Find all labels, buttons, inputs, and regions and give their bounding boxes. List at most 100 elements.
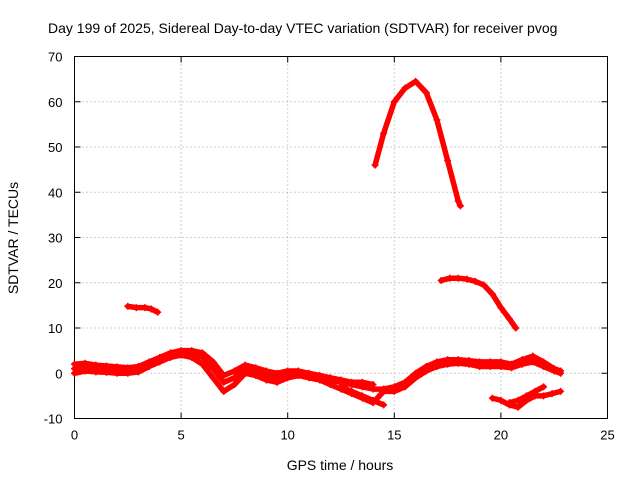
data-point — [124, 302, 132, 310]
data-point — [134, 362, 142, 370]
data-point — [463, 275, 471, 283]
data-point — [390, 98, 398, 106]
data-point — [188, 353, 196, 361]
data-point — [522, 392, 530, 400]
series-mid-arc — [437, 274, 520, 332]
x-tick-label: 20 — [494, 428, 508, 443]
data-point — [209, 358, 217, 366]
chart-title: Day 199 of 2025, Sidereal Day-to-day VTE… — [48, 20, 557, 36]
x-tick-label: 10 — [280, 428, 294, 443]
x-tick-label: 5 — [177, 428, 184, 443]
data-point — [505, 315, 513, 323]
data-point — [380, 401, 388, 409]
data-point — [147, 305, 155, 313]
data-point — [102, 368, 110, 376]
data-point — [380, 387, 388, 395]
data-point — [412, 374, 420, 382]
data-point — [220, 387, 228, 395]
series-small-segment — [124, 302, 162, 316]
data-point — [188, 347, 196, 355]
data-point — [446, 274, 454, 282]
data-point — [145, 358, 153, 366]
data-point — [262, 376, 270, 384]
data-point — [230, 381, 238, 389]
data-point — [454, 197, 462, 205]
data-point — [512, 324, 520, 332]
data-point — [471, 277, 479, 285]
data-point — [497, 396, 505, 404]
data-point — [444, 157, 452, 165]
data-point — [422, 367, 430, 375]
data-point — [412, 77, 420, 85]
data-point — [514, 403, 522, 411]
data-point — [488, 394, 496, 402]
series-line — [372, 78, 464, 209]
data-point — [284, 374, 292, 382]
data-point — [480, 281, 488, 289]
data-point — [369, 381, 377, 389]
data-point — [81, 367, 89, 375]
data-point — [557, 387, 565, 395]
data-point — [348, 387, 356, 395]
data-point — [154, 308, 162, 316]
data-point — [102, 362, 110, 370]
data-point — [141, 304, 149, 312]
data-point — [348, 378, 356, 386]
data-point — [337, 376, 345, 384]
data-point — [71, 360, 78, 368]
y-tick-label: 0 — [55, 366, 62, 381]
data-point — [252, 364, 260, 372]
data-point — [358, 378, 366, 386]
data-point — [401, 383, 409, 391]
data-point — [531, 387, 539, 395]
data-point — [305, 369, 313, 377]
data-point — [369, 396, 377, 404]
data-point — [371, 161, 379, 169]
x-axis-title: GPS time / hours — [287, 457, 394, 473]
data-point — [518, 360, 526, 368]
data-point — [92, 368, 100, 376]
series-low-band-d — [337, 383, 388, 409]
data-point — [422, 89, 430, 97]
data-point — [529, 358, 537, 366]
data-point — [241, 369, 249, 377]
data-point — [294, 367, 302, 375]
data-point — [113, 369, 121, 377]
y-tick-label: 10 — [48, 321, 62, 336]
data-point — [124, 364, 132, 372]
grid — [74, 56, 608, 419]
data-point — [437, 276, 445, 284]
data-point — [358, 392, 366, 400]
data-point — [548, 390, 556, 398]
data-point — [454, 359, 462, 367]
data-point — [508, 364, 516, 372]
data-point — [390, 387, 398, 395]
data-point — [262, 367, 270, 375]
data-point — [550, 367, 558, 375]
data-point — [514, 396, 522, 404]
data-point — [156, 353, 164, 361]
data-point — [198, 360, 206, 368]
data-point — [252, 372, 260, 380]
data-point — [230, 374, 238, 382]
data-point — [433, 116, 441, 124]
data-point — [401, 84, 409, 92]
data-point — [540, 383, 548, 391]
data-point — [540, 392, 548, 400]
y-tick-label: 30 — [48, 231, 62, 246]
y-axis-title: SDTVAR / TECUs — [5, 182, 21, 294]
data-point — [177, 347, 185, 355]
data-point — [166, 349, 174, 357]
y-tick-label: 20 — [48, 276, 62, 291]
data-point — [326, 381, 334, 389]
data-point — [132, 304, 140, 312]
y-tick-labels: -10 0 10 20 30 40 50 60 70 — [44, 50, 63, 427]
data-point — [476, 362, 484, 370]
data-point — [220, 378, 228, 386]
data-point — [209, 374, 217, 382]
data-point — [220, 372, 228, 380]
data-point — [433, 362, 441, 370]
data-point — [540, 362, 548, 370]
data-point — [505, 399, 513, 407]
